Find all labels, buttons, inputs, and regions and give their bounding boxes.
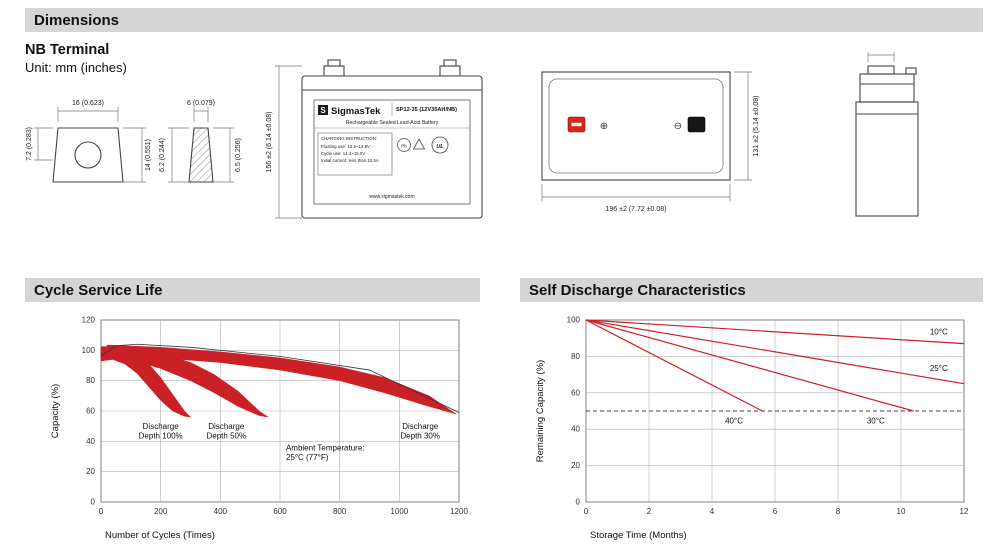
recycle-icon — [412, 138, 426, 150]
battery-side-drawing — [855, 52, 919, 217]
svg-text:0: 0 — [99, 507, 104, 516]
svg-text:20: 20 — [86, 467, 95, 476]
terminal-front-drawing: 16 (0.623) 7.2 (0.283) 14 (0.551) — [26, 100, 152, 183]
svg-text:100: 100 — [567, 316, 581, 325]
svg-text:40: 40 — [571, 425, 580, 434]
svg-text:1200: 1200 — [450, 507, 468, 516]
svg-text:Capacity (%): Capacity (%) — [50, 384, 61, 438]
svg-text:80: 80 — [571, 352, 580, 361]
dim-label-terminal-side-right: 6.5 (0.256) — [235, 138, 242, 172]
pb-icon: Pb — [397, 138, 411, 152]
charging-title: CHARGING INSTRUCTION: — [321, 136, 377, 141]
svg-text:800: 800 — [333, 507, 347, 516]
terminal-side-shape — [188, 127, 214, 183]
svg-text:0: 0 — [91, 498, 96, 507]
svg-text:25°C (77°F): 25°C (77°F) — [286, 453, 329, 462]
battery-front-drawing: 156 ±2 (6.14 ±0.08) S SigmasTek SP12-35 … — [266, 59, 483, 219]
self-discharge-chart: 0 2 4 6 8 10 12 0 20 40 60 80 100 Storage Time (Month… — [535, 316, 969, 542]
section-title: Dimensions — [34, 11, 120, 29]
svg-text:40°C: 40°C — [725, 417, 743, 426]
unit-note: Unit: mm (inches) — [25, 60, 127, 75]
svg-text:12: 12 — [960, 507, 969, 516]
battery-side-outline — [855, 65, 919, 217]
dimension-lines — [867, 52, 895, 62]
svg-text:8: 8 — [836, 507, 841, 516]
terminal-highlight — [571, 122, 582, 127]
dimension-lines — [34, 107, 146, 183]
svg-text:Remaining Capacity (%): Remaining Capacity (%) — [535, 360, 546, 462]
dimension-lines — [541, 71, 752, 201]
dim-label-terminal-thickness: 6 (0.079) — [187, 100, 215, 107]
dim-label-terminal-height: 14 (0.551) — [145, 139, 152, 171]
svg-text:25°C: 25°C — [930, 364, 948, 373]
section-header-dimensions: Dimensions — [25, 8, 983, 32]
svg-text:20: 20 — [571, 461, 580, 470]
svg-text:10°C: 10°C — [930, 328, 948, 337]
svg-text:100: 100 — [82, 346, 96, 355]
dim-label-battery-height: 156 ±2 (6.14 ±0.08) — [266, 111, 273, 172]
charging-instruction-box — [317, 132, 393, 176]
svg-text:Discharge: Discharge — [402, 422, 439, 431]
brand-name: SigmasTek — [331, 106, 381, 117]
svg-text:1000: 1000 — [390, 507, 408, 516]
svg-text:0: 0 — [576, 498, 581, 507]
dimension-lines — [275, 65, 302, 219]
svg-text:Number of Cycles (Times): Number of Cycles (Times) — [105, 530, 215, 541]
website-text: www.sigmastek.com — [369, 194, 414, 200]
svg-text:UL: UL — [436, 144, 444, 150]
dim-label-terminal-post-height: 7.2 (0.283) — [26, 127, 33, 161]
negative-terminal — [687, 116, 706, 133]
svg-text:600: 600 — [273, 507, 287, 516]
section-header-cycle-service-life: Cycle Service Life — [25, 278, 480, 302]
svg-text:Ambient Temperature:: Ambient Temperature: — [286, 443, 365, 452]
battery-type-line: Rechargeable Sealed Lead-Acid Battery — [346, 120, 439, 126]
svg-text:60: 60 — [571, 388, 580, 397]
svg-text:200: 200 — [154, 507, 168, 516]
svg-text:80: 80 — [86, 376, 95, 385]
section-header-self-discharge: Self Discharge Characteristics — [520, 278, 983, 302]
battery-top-drawing: ⊕ ⊖ 196 ±2 (7.72 ±0.08) 131 ±2 (5.14 ±0.… — [541, 71, 760, 213]
terminal-side-drawing: 6 (0.079) 6.2 (0.244) 6.5 (0.256) — [159, 100, 242, 183]
svg-text:Discharge: Discharge — [143, 422, 180, 431]
dim-label-battery-length: 196 ±2 (7.72 ±0.08) — [605, 206, 666, 213]
dim-label-battery-width: 131 ±2 (5.14 ±0.08) — [753, 95, 760, 156]
svg-text:2: 2 — [647, 507, 652, 516]
svg-text:Storage Time (Months): Storage Time (Months) — [590, 530, 687, 541]
charging-line2: Cycle use: 14.4~15.0V — [321, 151, 365, 156]
svg-text:Depth 100%: Depth 100% — [139, 432, 183, 441]
terminal-front-shape — [52, 127, 124, 183]
svg-text:400: 400 — [214, 507, 228, 516]
svg-text:4: 4 — [710, 507, 715, 516]
svg-text:120: 120 — [82, 316, 96, 325]
charging-line3: Initial current: less than 10.5A — [321, 158, 379, 163]
model-number: SP12-35 (12V35AH/NB) — [396, 107, 457, 113]
battery-top-inner-outline — [548, 78, 724, 174]
svg-text:6: 6 — [773, 507, 778, 516]
self-discharge-chart-title: Self Discharge Characteristics — [529, 281, 746, 299]
svg-text:Discharge: Discharge — [208, 422, 245, 431]
negative-symbol: ⊖ — [674, 121, 682, 132]
svg-text:10: 10 — [897, 507, 906, 516]
svg-text:Pb: Pb — [401, 144, 407, 149]
svg-text:60: 60 — [86, 407, 95, 416]
svg-text:0: 0 — [584, 507, 589, 516]
svg-text:30°C: 30°C — [867, 417, 885, 426]
charging-line1: Floating use: 13.5~13.8V — [321, 144, 370, 149]
brand-logo-letter: S — [320, 106, 326, 115]
svg-text:Depth 50%: Depth 50% — [207, 432, 247, 441]
ul-icon: UL — [431, 136, 449, 154]
positive-symbol: ⊕ — [600, 121, 608, 132]
brand-logo-icon — [318, 105, 328, 115]
cycle-chart-title: Cycle Service Life — [34, 281, 163, 299]
svg-text:Depth 30%: Depth 30% — [400, 432, 440, 441]
cycle-service-life-chart: 0 200 400 600 800 1000 1200 0 20 40 60 80 100 120 Numb… — [50, 316, 468, 542]
svg-text:40: 40 — [86, 437, 95, 446]
dimension-lines — [168, 107, 234, 183]
subsection-title: NB Terminal — [25, 42, 110, 58]
dim-label-terminal-side-left: 6.2 (0.244) — [159, 138, 166, 172]
dim-label-terminal-width: 16 (0.623) — [72, 100, 104, 107]
